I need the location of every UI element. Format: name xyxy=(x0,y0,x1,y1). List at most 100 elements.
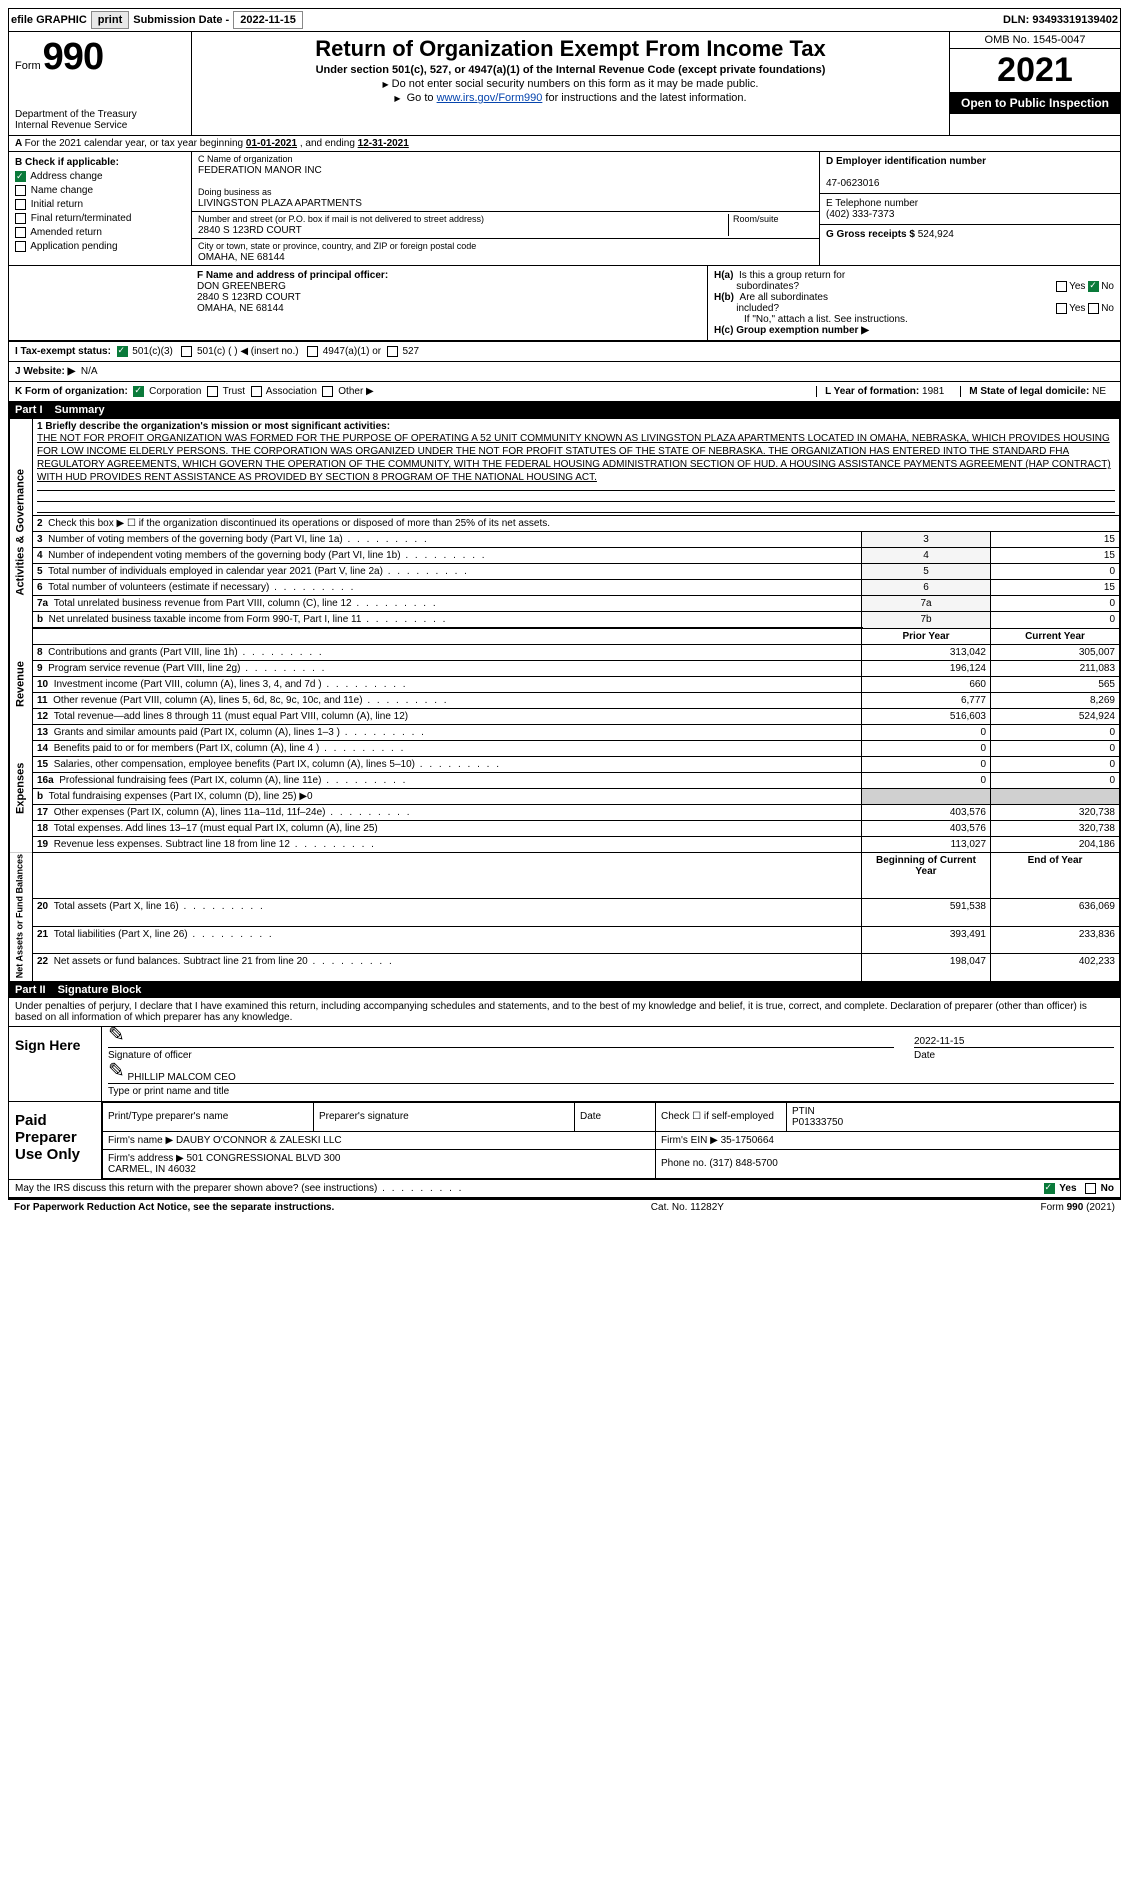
net-row: 22 Net assets or fund balances. Subtract… xyxy=(10,954,1120,982)
col-current: Current Year xyxy=(1025,631,1085,642)
exp-row: 15 Salaries, other compensation, employe… xyxy=(10,756,1120,772)
k-other: Other ▶ xyxy=(338,386,373,397)
exp-row: 16a Professional fundraising fees (Part … xyxy=(10,772,1120,788)
prep-sig-label: Preparer's signature xyxy=(319,1111,409,1122)
dept-label: Department of the Treasury Internal Reve… xyxy=(15,109,185,131)
part1-label: Part I xyxy=(15,404,43,416)
d-label: D Employer identification number xyxy=(826,156,986,167)
irs-no: No xyxy=(1101,1183,1114,1194)
e-value: (402) 333-7373 xyxy=(826,209,894,220)
header-line2-post: for instructions and the latest informat… xyxy=(542,92,746,104)
f-name: DON GREENBERG xyxy=(197,281,286,292)
row-a-end: 12-31-2021 xyxy=(358,138,409,149)
c-addr-label: Number and street (or P.O. box if mail i… xyxy=(198,214,484,224)
k-corp-chk[interactable] xyxy=(133,386,144,397)
officer-name: PHILLIP MALCOM CEO xyxy=(128,1072,236,1083)
j-label: J Website: ▶ xyxy=(15,366,75,377)
prep-date-label: Date xyxy=(580,1111,601,1122)
header-line2-pre: Go to xyxy=(407,92,437,104)
penalties-text: Under penalties of perjury, I declare th… xyxy=(9,998,1120,1026)
irs-discuss-row: May the IRS discuss this return with the… xyxy=(9,1179,1120,1198)
form-header: Form 990 Department of the Treasury Inte… xyxy=(9,32,1120,136)
part1-title: Summary xyxy=(55,404,105,416)
hb-yes-chk[interactable] xyxy=(1056,303,1067,314)
mission-label: 1 Briefly describe the organization's mi… xyxy=(37,421,390,432)
l-value: 1981 xyxy=(922,386,944,397)
chk-application-pending[interactable] xyxy=(15,241,26,252)
chk-address-change[interactable] xyxy=(15,171,26,182)
rev-label: Revenue xyxy=(10,644,33,724)
ha-yes-chk[interactable] xyxy=(1056,281,1067,292)
form-word: Form xyxy=(15,60,41,72)
i-4947-chk[interactable] xyxy=(307,346,318,357)
m-label: M State of legal domicile: xyxy=(969,386,1089,397)
i-opt3: 4947(a)(1) or xyxy=(323,346,381,357)
sign-here-label: Sign Here xyxy=(9,1027,102,1101)
d-value: 47-0623016 xyxy=(826,178,879,189)
omb-number: OMB No. 1545-0047 xyxy=(950,32,1120,49)
dln-label: DLN: xyxy=(1003,14,1029,26)
footer: For Paperwork Reduction Act Notice, see … xyxy=(8,1199,1121,1215)
net-label: Net Assets or Fund Balances xyxy=(10,852,33,981)
chk-name-change[interactable] xyxy=(15,185,26,196)
opt-application-pending: Application pending xyxy=(30,241,117,252)
gov-row: b Net unrelated business taxable income … xyxy=(10,612,1120,629)
rev-row: 12 Total revenue—add lines 8 through 11 … xyxy=(10,708,1120,724)
c-addr: 2840 S 123RD COURT xyxy=(198,225,302,236)
line2-text: Check this box ▶ ☐ if the organization d… xyxy=(48,518,550,529)
exp-row: 17 Other expenses (Part IX, column (A), … xyxy=(10,804,1120,820)
net-row: 20 Total assets (Part X, line 16)591,538… xyxy=(10,899,1120,927)
gov-row: 7a Total unrelated business revenue from… xyxy=(10,596,1120,612)
i-501c-chk[interactable] xyxy=(181,346,192,357)
chk-final-return[interactable] xyxy=(15,213,26,224)
ha-no-chk[interactable] xyxy=(1088,281,1099,292)
officer-type-label: Type or print name and title xyxy=(108,1086,229,1097)
firm-ein-label: Firm's EIN ▶ xyxy=(661,1135,718,1146)
tax-year: 2021 xyxy=(950,49,1120,92)
paid-preparer-row: Paid Preparer Use Only Print/Type prepar… xyxy=(9,1101,1120,1179)
dln-value: 93493319139402 xyxy=(1032,14,1118,26)
exp-row: 19 Revenue less expenses. Subtract line … xyxy=(10,836,1120,852)
ha-no: No xyxy=(1101,281,1114,292)
hb-no-chk[interactable] xyxy=(1088,303,1099,314)
footer-right: Form 990 (2021) xyxy=(1041,1202,1115,1213)
irs-no-chk[interactable] xyxy=(1085,1183,1096,1194)
k-assoc: Association xyxy=(266,386,317,397)
k-label: K Form of organization: xyxy=(15,386,128,397)
c-dba-label: Doing business as xyxy=(198,187,272,197)
k-other-chk[interactable] xyxy=(322,386,333,397)
footer-mid: Cat. No. 11282Y xyxy=(651,1202,724,1213)
top-bar: efile GRAPHIC print Submission Date - 20… xyxy=(8,8,1121,32)
row-a-mid: , and ending xyxy=(300,138,358,149)
g-value: 524,924 xyxy=(918,229,954,240)
k-assoc-chk[interactable] xyxy=(251,386,262,397)
exp-row: 18 Total expenses. Add lines 13–17 (must… xyxy=(10,820,1120,836)
gov-row: 5 Total number of individuals employed i… xyxy=(10,564,1120,580)
section-c: C Name of organization FEDERATION MANOR … xyxy=(192,152,819,265)
irs-yes-chk[interactable] xyxy=(1044,1183,1055,1194)
chk-amended-return[interactable] xyxy=(15,227,26,238)
j-value: N/A xyxy=(81,366,98,377)
chk-initial-return[interactable] xyxy=(15,199,26,210)
form-number: 990 xyxy=(43,36,103,79)
print-button[interactable]: print xyxy=(91,11,129,29)
i-527-chk[interactable] xyxy=(387,346,398,357)
row-a-begin: 01-01-2021 xyxy=(246,138,297,149)
hb-note: If "No," attach a list. See instructions… xyxy=(714,314,1114,325)
sign-here-row: Sign Here ✎ Signature of officer 2022-11… xyxy=(9,1026,1120,1101)
g-label: G Gross receipts $ xyxy=(826,229,915,240)
firm-name-label: Firm's name ▶ xyxy=(108,1135,173,1146)
i-501c3-chk[interactable] xyxy=(117,346,128,357)
irs-link[interactable]: www.irs.gov/Form990 xyxy=(437,92,543,104)
exp-row: b Total fundraising expenses (Part IX, c… xyxy=(10,788,1120,804)
i-label: I Tax-exempt status: xyxy=(15,346,111,357)
k-trust-chk[interactable] xyxy=(207,386,218,397)
opt-final-return: Final return/terminated xyxy=(31,213,132,224)
i-opt4: 527 xyxy=(402,346,419,357)
form-subtitle: Under section 501(c), 527, or 4947(a)(1)… xyxy=(198,64,943,76)
hb-no: No xyxy=(1101,303,1114,314)
check-self: Check ☐ if self-employed xyxy=(661,1111,774,1122)
efile-label: efile GRAPHIC xyxy=(11,14,87,26)
firm-addr-label: Firm's address ▶ xyxy=(108,1153,184,1164)
m-value: NE xyxy=(1092,386,1106,397)
